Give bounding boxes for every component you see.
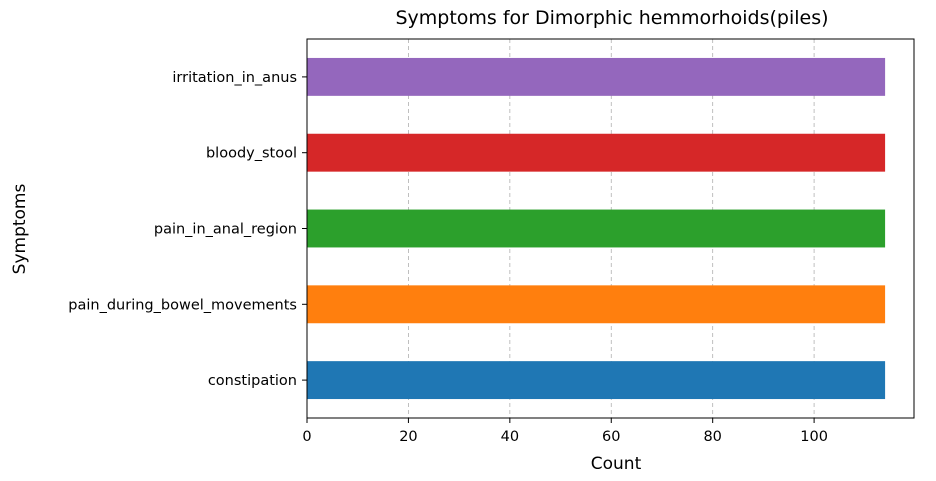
x-tick-label: 40 (501, 429, 519, 445)
bars (307, 57, 886, 400)
y-tick-label: irritation_in_anus (172, 70, 297, 86)
bar-bloody-stool (307, 133, 886, 172)
x-tick-label: 100 (800, 429, 828, 445)
x-tick-label: 60 (602, 429, 620, 445)
bar-irritation-in-anus (307, 57, 886, 96)
bar-pain-in-anal-region (307, 209, 886, 248)
y-axis-label: Symptoms (10, 184, 30, 275)
chart-title: Symptoms for Dimorphic hemmorhoids(piles… (395, 7, 828, 29)
x-axis-label: Count (591, 454, 642, 474)
y-tick-label: pain_in_anal_region (154, 222, 297, 238)
y-tick-label: pain_during_bowel_movements (68, 297, 297, 313)
bar-pain-during-bowel-movements (307, 285, 886, 324)
y-tick-label: constipation (208, 373, 297, 389)
x-tick-label: 20 (399, 429, 417, 445)
y-tick-labels: constipation pain_during_bowel_movements p… (68, 70, 307, 389)
x-tick-label: 80 (703, 429, 721, 445)
y-tick-label: bloody_stool (206, 146, 297, 162)
x-tick-labels: 0 20 40 60 80 100 (302, 418, 828, 445)
x-tick-label: 0 (302, 429, 311, 445)
bar-constipation (307, 361, 886, 400)
plot-frame (306, 38, 915, 419)
